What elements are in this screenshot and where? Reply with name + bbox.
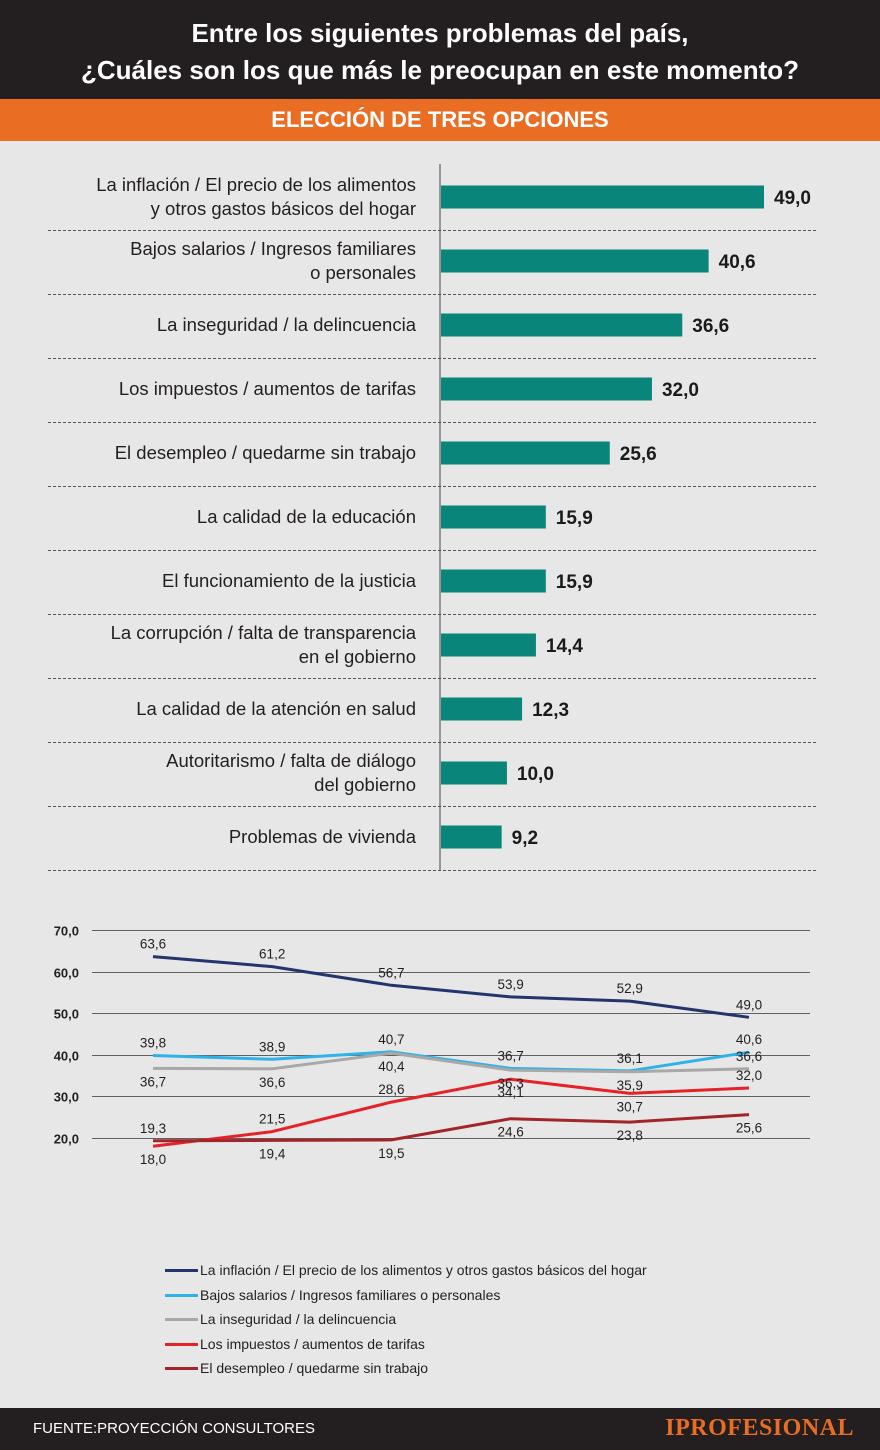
bar-value-label: 25,6 [620, 444, 657, 465]
bar-category-label: del gobierno [314, 774, 416, 795]
bar [441, 633, 536, 657]
bar-value-label: 15,9 [556, 572, 593, 593]
bar-category-label: La calidad de la educación [197, 506, 416, 527]
data-label: 35,9 [617, 1078, 643, 1093]
y-tick-label: 70,0 [54, 924, 79, 939]
bar-category-label: La corrupción / falta de transparencia [111, 622, 417, 643]
data-label: 36,1 [617, 1051, 643, 1066]
data-label: 36,7 [497, 1048, 523, 1063]
bar-value-label: 10,0 [517, 764, 554, 785]
footer: FUENTE:PROYECCIÓN CONSULTORES IPROFESION… [0, 1408, 880, 1450]
bar-value-label: 32,0 [662, 380, 699, 401]
bar [441, 761, 507, 785]
source-text: FUENTE:PROYECCIÓN CONSULTORES [33, 1420, 315, 1437]
series-line [152, 955, 750, 1019]
bar-category-label: La inseguridad / la delincuencia [157, 314, 417, 335]
bar-value-label: 40,6 [719, 252, 756, 273]
line-chart: 0,010,020,030,040,050,060,070,0MarzoAbri… [0, 915, 880, 1244]
data-label: 36,6 [259, 1075, 285, 1090]
bar [441, 377, 652, 401]
data-label: 19,3 [140, 1121, 166, 1136]
bar [441, 313, 683, 337]
bar [441, 505, 546, 529]
bar [441, 249, 709, 273]
y-tick-label: 10,0 [54, 1173, 79, 1176]
data-label: 18,0 [140, 1152, 166, 1167]
legend-swatch [165, 1269, 198, 1272]
data-label: 40,7 [378, 1032, 404, 1047]
bar [441, 185, 764, 209]
bar-category-label: El desempleo / quedarme sin trabajo [115, 442, 416, 463]
series-line [152, 1077, 750, 1148]
series-line [152, 1113, 750, 1143]
data-label: 19,5 [378, 1146, 404, 1161]
bar-value-label: 14,4 [546, 636, 583, 657]
y-tick-label: 20,0 [54, 1132, 79, 1147]
data-label: 40,6 [736, 1032, 762, 1047]
bar-category-label: y otros gastos básicos del hogar [151, 198, 416, 219]
data-label: 25,6 [736, 1121, 762, 1136]
data-label: 28,6 [378, 1082, 404, 1097]
data-label: 30,7 [617, 1099, 643, 1114]
data-label: 23,8 [617, 1128, 643, 1143]
bar [441, 441, 610, 465]
brand-logo: IPROFESIONAL [665, 1415, 854, 1441]
data-label: 34,1 [497, 1085, 523, 1100]
data-label: 36,3 [497, 1076, 523, 1091]
data-label: 52,9 [617, 981, 643, 996]
bar-category-label: Problemas de vivienda [229, 826, 417, 847]
data-label: 40,4 [378, 1059, 405, 1074]
data-label: 53,9 [497, 977, 523, 992]
data-label: 63,6 [140, 937, 166, 952]
y-tick-label: 30,0 [54, 1090, 79, 1105]
y-tick-label: 50,0 [54, 1007, 79, 1022]
data-label: 38,9 [259, 1039, 285, 1054]
data-label: 56,7 [378, 965, 404, 980]
bar-category-label: en el gobierno [299, 646, 416, 667]
title-line-2: ¿Cuáles son los que más le preocupan en … [80, 55, 800, 85]
y-tick-label: 40,0 [54, 1049, 79, 1064]
legend-swatch [165, 1293, 198, 1297]
legend-swatch [165, 1318, 198, 1321]
bar [441, 697, 523, 721]
bar-chart: 49,0 La inflación / El precio de los alim… [0, 141, 880, 881]
bar-category-label: o personales [310, 262, 416, 283]
y-tick-label: 60,0 [54, 966, 79, 981]
legend-label: El desempleo / quedarme sin trabajo [200, 1360, 429, 1376]
title-line-1: Entre los siguientes problemas del país, [191, 18, 689, 48]
data-label: 49,0 [736, 997, 762, 1012]
legend-swatch [165, 1342, 198, 1346]
bar-category-label: La inflación / El precio de los alimento… [96, 174, 416, 195]
legend-label: La inseguridad / la delincuencia [200, 1311, 397, 1327]
data-label: 21,5 [259, 1112, 285, 1127]
bar-category-label: Bajos salarios / Ingresos familiares [130, 238, 416, 259]
bar [441, 825, 502, 849]
bar-value-label: 9,2 [512, 828, 538, 849]
header: Entre los siguientes problemas del país,… [0, 0, 880, 99]
bar [441, 569, 546, 593]
bar-value-label: 12,3 [532, 700, 569, 721]
series-line [152, 1051, 750, 1074]
legend-swatch [165, 1367, 198, 1370]
bar-chart-svg: 49,0 La inflación / El precio de los alim… [48, 164, 818, 871]
bar-category-label: La calidad de la atención en salud [136, 698, 416, 719]
bar-category-label: El funcionamiento de la justicia [162, 570, 417, 591]
line-chart-svg: 0,010,020,030,040,050,060,070,0MarzoAbri… [54, 924, 810, 1244]
data-label: 32,0 [736, 1068, 762, 1083]
subtitle-banner: ELECCIÓN DE TRES OPCIONES [0, 99, 880, 141]
bar-value-label: 36,6 [692, 316, 729, 337]
data-label: 61,2 [259, 947, 285, 962]
legend-label: Bajos salarios / Ingresos familiares o p… [200, 1286, 501, 1303]
data-label: 19,4 [259, 1146, 286, 1161]
data-label: 36,7 [140, 1074, 166, 1089]
data-label: 24,6 [497, 1125, 523, 1140]
legend-label: Los impuestos / aumentos de tarifas [200, 1335, 425, 1352]
bar-category-label: Los impuestos / aumentos de tarifas [119, 378, 416, 399]
bar-category-label: Autoritarismo / falta de diálogo [166, 750, 416, 771]
data-label: 39,8 [140, 1036, 166, 1051]
bar-value-label: 49,0 [774, 188, 811, 209]
bar-value-label: 15,9 [556, 508, 593, 529]
legend-label: La inflación / El precio de los alimento… [200, 1262, 647, 1278]
data-label: 36,6 [736, 1049, 762, 1064]
